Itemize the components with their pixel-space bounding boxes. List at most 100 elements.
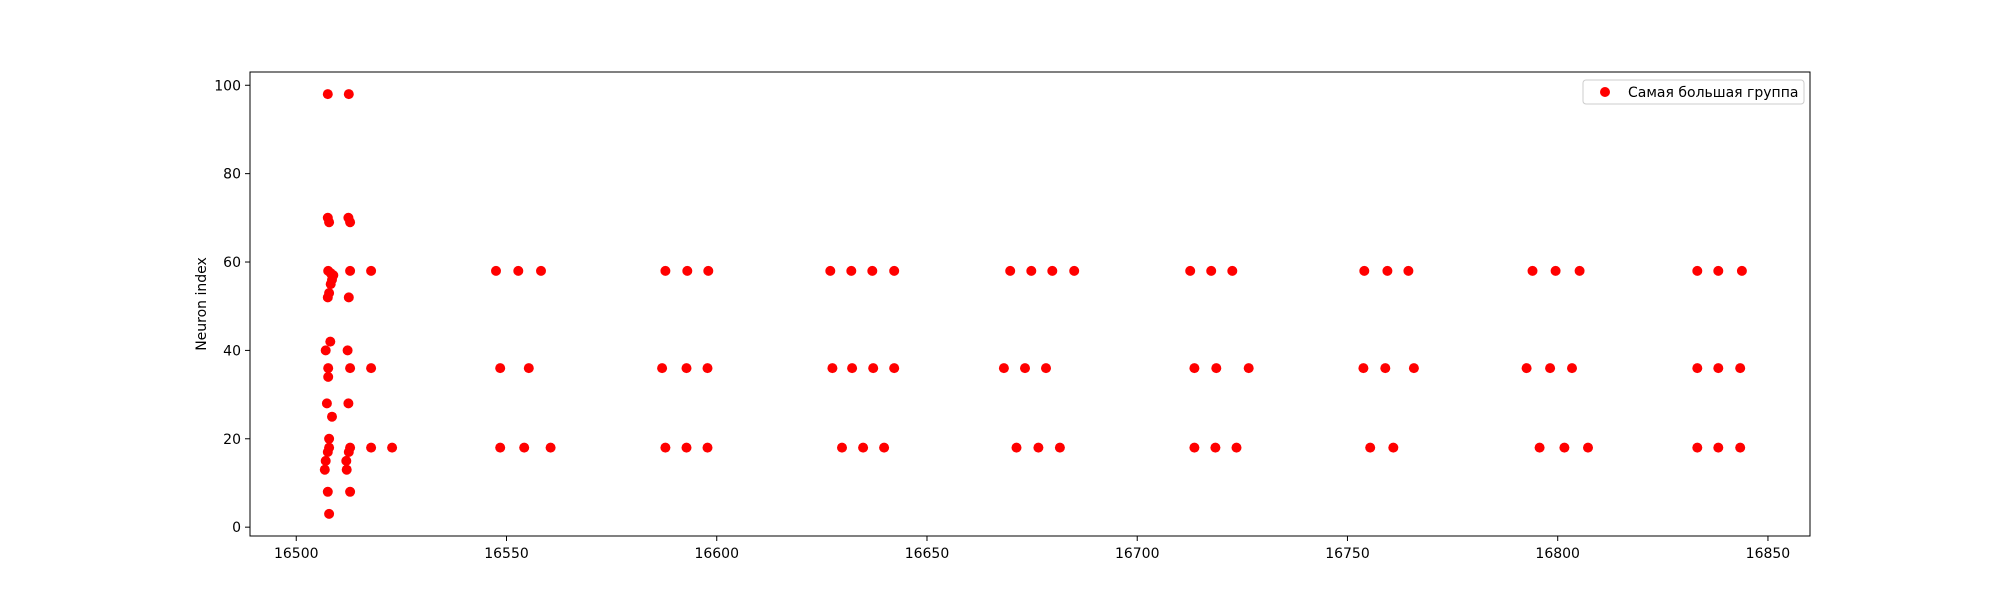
data-point (341, 455, 352, 466)
data-point (1054, 442, 1065, 453)
data-point (1692, 265, 1703, 276)
data-point (343, 89, 354, 100)
data-point (325, 279, 336, 290)
y-tick-label: 60 (223, 255, 241, 271)
data-point (867, 265, 878, 276)
data-point (1574, 265, 1585, 276)
data-point (1020, 363, 1030, 374)
data-point (323, 363, 334, 374)
data-point (660, 442, 671, 453)
data-point (1713, 442, 1724, 453)
data-point (495, 442, 506, 453)
data-point (1380, 363, 1391, 374)
data-point (1041, 363, 1051, 374)
data-point (1550, 265, 1561, 276)
data-point (523, 363, 534, 374)
data-point (519, 442, 530, 453)
data-point (319, 464, 330, 475)
data-point (324, 508, 335, 519)
data-point (703, 265, 714, 276)
data-point (343, 398, 354, 409)
data-point (322, 447, 333, 457)
data-point (660, 265, 671, 276)
y-tick-label: 0 (232, 520, 241, 536)
x-tick-label: 16750 (1325, 546, 1370, 562)
data-point (366, 442, 377, 453)
data-point (889, 363, 900, 374)
data-point (681, 363, 692, 374)
legend-marker (1600, 87, 1610, 97)
data-point (1403, 265, 1414, 276)
data-point (657, 363, 668, 374)
data-point (1365, 442, 1376, 453)
y-axis-label: Neuron index (194, 257, 210, 351)
data-point (1736, 265, 1747, 276)
data-point (1210, 442, 1221, 453)
data-point (324, 217, 335, 228)
data-point (1559, 442, 1570, 453)
data-point (387, 442, 398, 453)
data-point (681, 442, 692, 453)
y-tick-label: 20 (223, 432, 241, 448)
data-point (1583, 442, 1593, 453)
data-point (1382, 265, 1393, 276)
data-point (1713, 265, 1724, 276)
x-tick-label: 16850 (1746, 546, 1791, 562)
y-tick-label: 40 (223, 343, 241, 359)
data-point (868, 363, 879, 374)
legend: Самая большая группа (1582, 79, 1805, 105)
data-point (1243, 363, 1254, 374)
data-point (545, 442, 556, 453)
data-point (1388, 442, 1399, 453)
data-point (345, 217, 356, 228)
data-point (846, 265, 857, 276)
data-point (837, 442, 847, 453)
data-point (702, 442, 713, 453)
data-point (341, 464, 352, 475)
points-layer (319, 89, 1747, 519)
data-point (1047, 265, 1058, 276)
data-point (1521, 363, 1532, 374)
data-point (513, 265, 524, 276)
y-tick-label: 100 (214, 78, 241, 94)
x-tick-label: 16650 (905, 546, 950, 562)
data-point (1011, 442, 1022, 453)
x-tick-label: 16500 (274, 546, 319, 562)
data-point (1534, 442, 1545, 453)
data-point (825, 265, 836, 276)
data-point (1692, 363, 1703, 374)
data-point (322, 486, 333, 497)
data-point (1567, 363, 1577, 374)
data-point (1211, 363, 1222, 374)
data-point (345, 363, 356, 374)
data-point (879, 442, 890, 453)
legend-frame (1582, 79, 1805, 105)
x-tick-label: 16700 (1115, 546, 1160, 562)
data-point (345, 486, 356, 497)
y-axis: 0 20 40 60 80 100 (214, 78, 250, 536)
x-tick-label: 16800 (1535, 546, 1580, 562)
data-point (536, 265, 546, 276)
data-point (366, 265, 377, 276)
x-tick-label: 16600 (694, 546, 739, 562)
data-point (858, 442, 869, 453)
data-point (1005, 265, 1016, 276)
data-point (827, 363, 838, 374)
data-point (343, 292, 354, 303)
data-point (1359, 265, 1370, 276)
data-point (1408, 363, 1419, 374)
data-point (320, 345, 331, 356)
data-point (1692, 442, 1703, 453)
data-point (1231, 442, 1242, 453)
data-point (998, 363, 1009, 374)
data-point (1069, 265, 1080, 276)
data-point (1026, 265, 1037, 276)
data-point (343, 447, 354, 457)
data-point (320, 455, 331, 466)
y-tick-label: 80 (223, 167, 241, 183)
data-point (1527, 265, 1538, 276)
data-point (1735, 363, 1746, 374)
data-point (1189, 363, 1200, 374)
data-point (1227, 265, 1238, 276)
